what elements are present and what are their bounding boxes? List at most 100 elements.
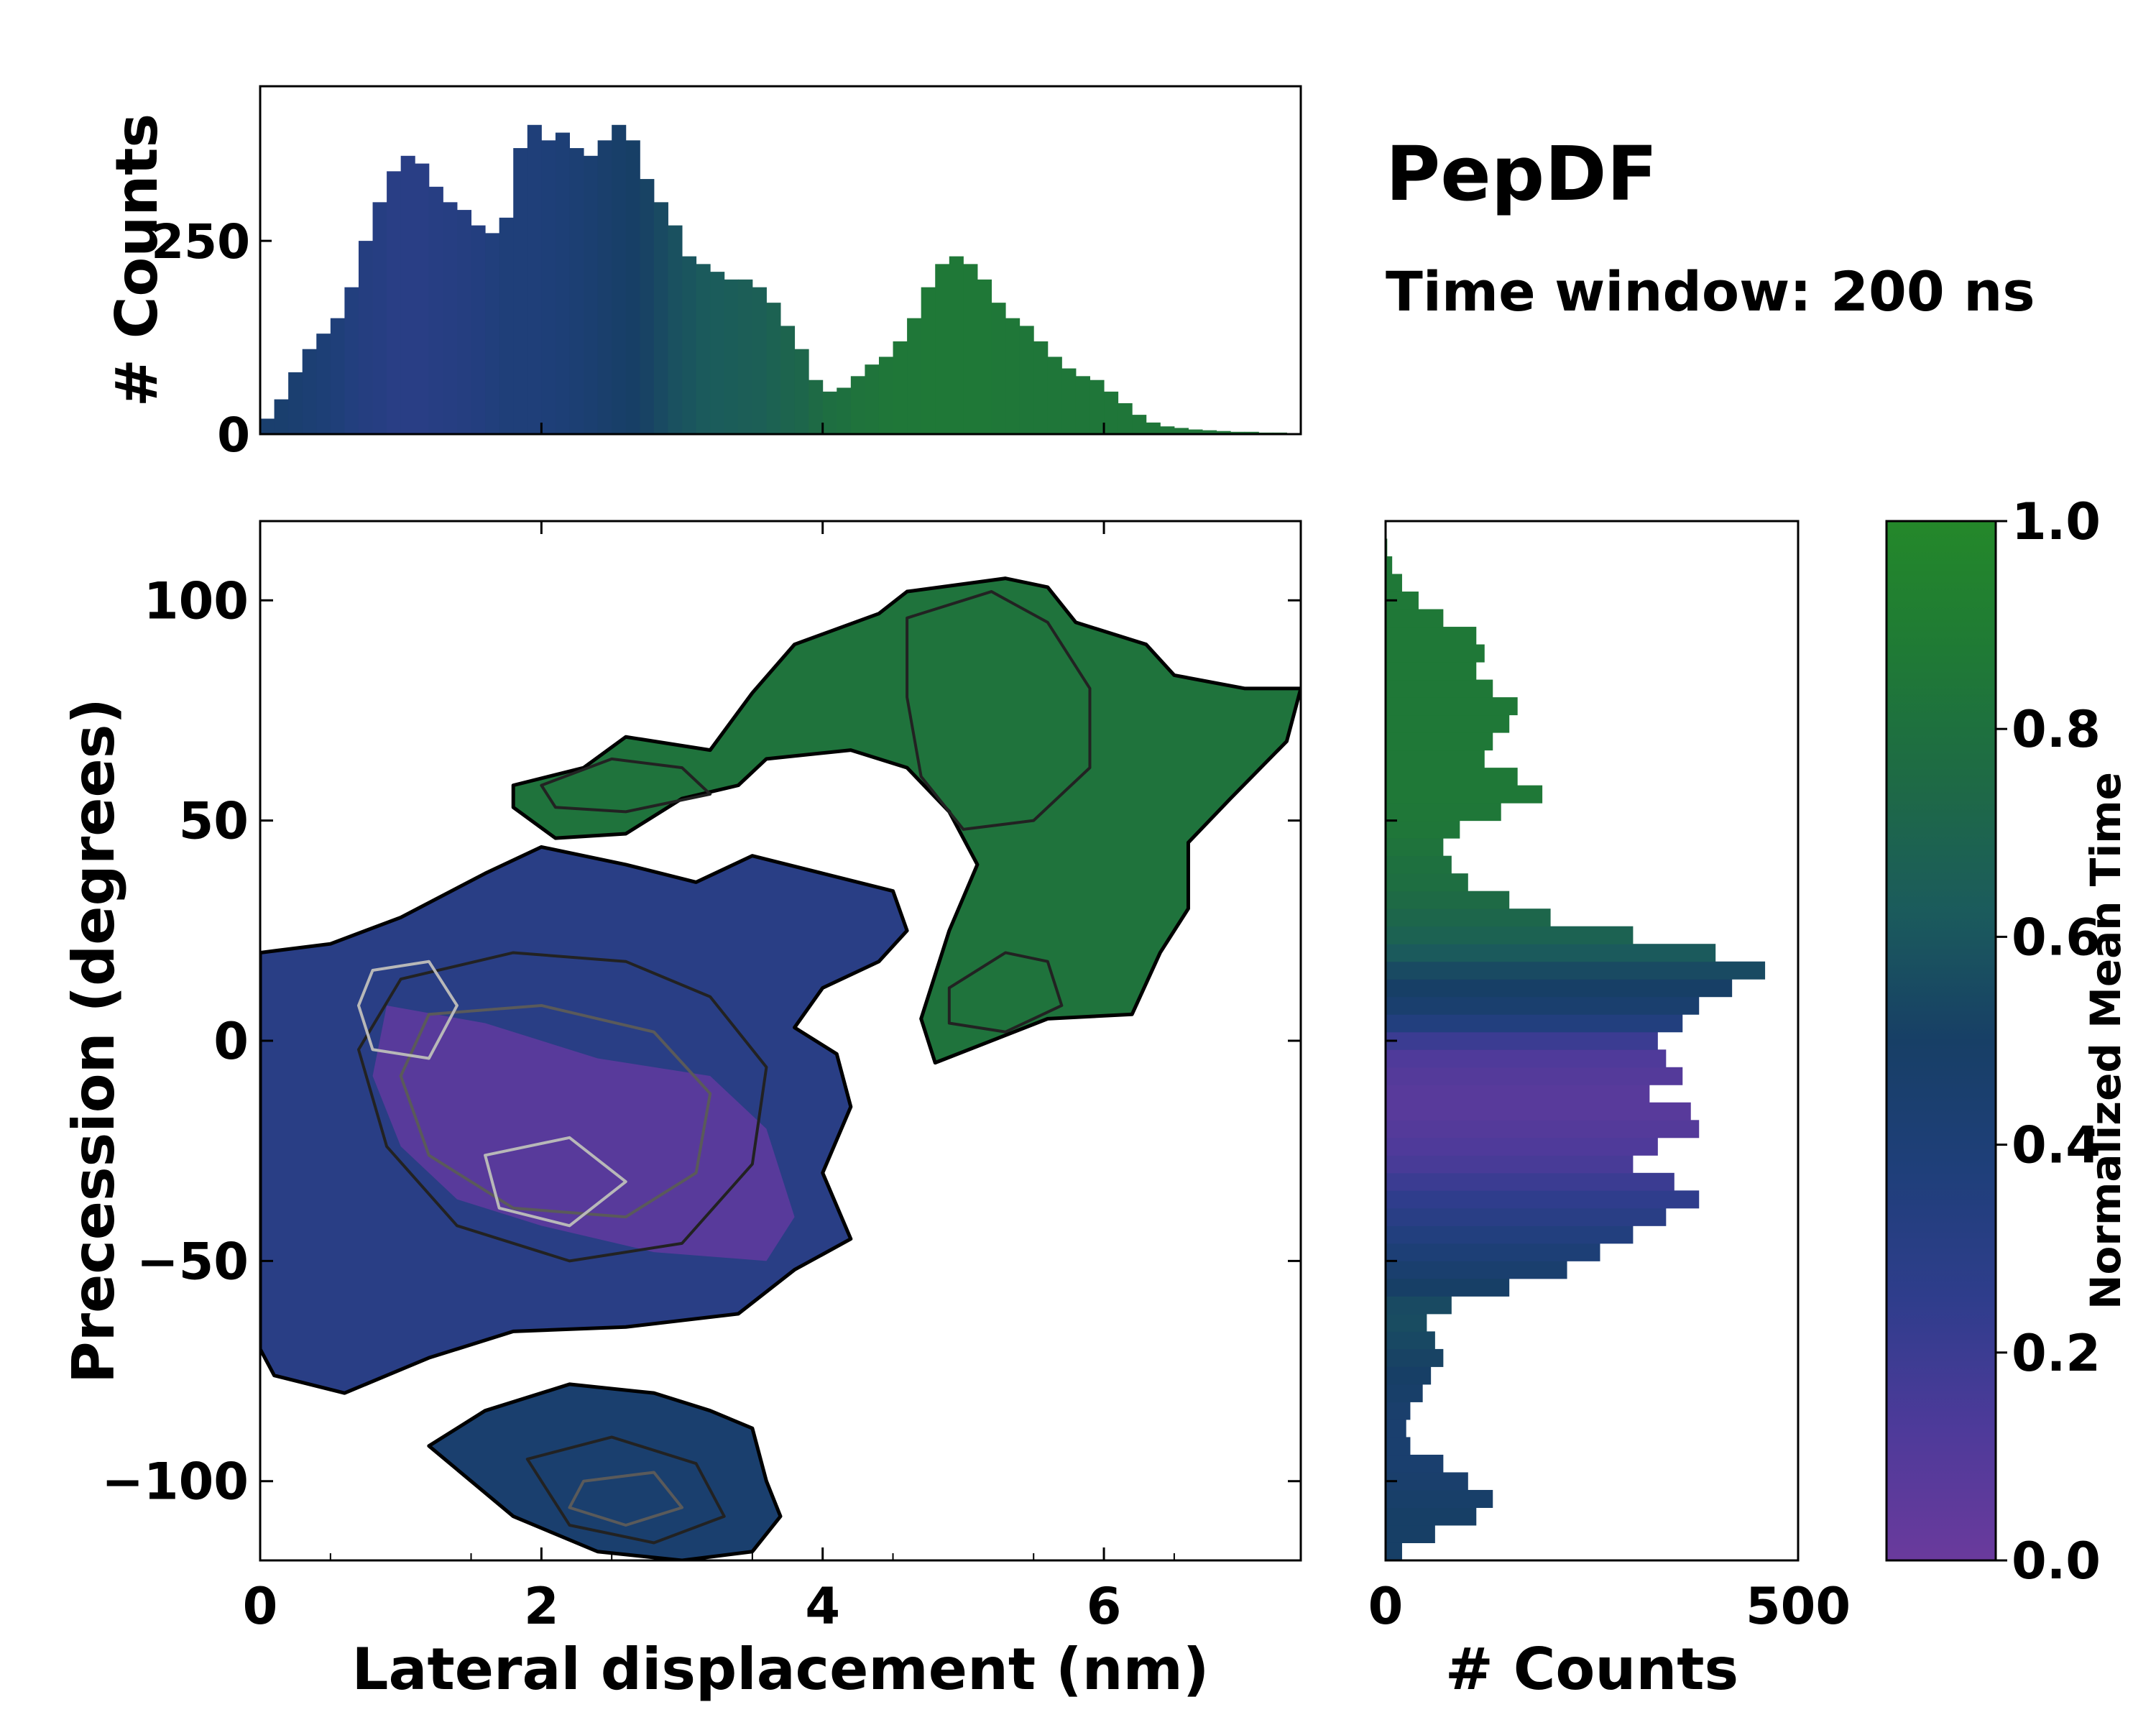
right-hist-bar [1386,1489,1493,1508]
top-ytick-label: 0 [217,408,250,463]
top-hist-bar [372,202,387,434]
top-hist-bar [977,279,992,434]
right-hist-bar [1386,768,1518,786]
top-hist-bar [653,202,668,434]
contour-line-dark [525,1435,726,1545]
top-hist-bar [625,140,640,435]
top-hist-bar [584,155,599,435]
top-hist-bar [865,364,880,434]
top-hist-bar [1075,376,1090,434]
top-hist-bar [935,264,950,434]
right-hist-bar [1386,1085,1650,1103]
heatmap-ylabel: Precession (degrees) [60,698,127,1384]
top-histogram-ylabel: # Counts [103,114,170,407]
top-hist-bar [1160,426,1175,434]
top-hist-bar [400,155,415,435]
top-hist-bar [415,163,430,435]
right-hist-bar [1386,714,1510,733]
heatmap-contours [356,590,1092,1545]
contour-line-light [356,960,459,1060]
top-hist-bar [597,140,612,435]
right-hist-bar [1386,891,1510,909]
top-hist-bar [794,349,809,434]
contour-line-mid [568,1471,684,1527]
top-hist-bar [837,387,852,434]
right-hist-bar [1386,1348,1444,1367]
top-ytick-label: 250 [151,214,250,270]
right-hist-bar [1386,697,1518,716]
top-hist-bar [555,132,570,435]
right-hist-bar [1386,996,1700,1015]
top-hist-bar [541,140,556,435]
right-hist-bar [1386,908,1551,927]
right-hist-bar [1386,1313,1427,1332]
right-hist-bar [1386,873,1468,892]
top-hist-bar [640,179,655,435]
right-histogram-xlabel: # Counts [1445,1636,1738,1703]
right-hist-bar [1386,961,1766,980]
right-hist-bar [1386,1067,1683,1085]
top-hist-bar [456,210,472,434]
right-hist-bar [1386,1014,1683,1033]
right-hist-bar [1386,1190,1700,1209]
colorbar-label: Normalized Mean Time [2081,772,2130,1310]
joint-heatmap: 0 2 4 6 −100 −50 0 50 100 Lateral displacement (… [60,520,1302,1703]
top-hist-bar [513,148,528,435]
right-hist-bar [1386,1454,1444,1473]
right-histogram-ticks: 0 500 [1368,599,1851,1636]
top-hist-bar [344,287,359,434]
top-hist-bar [1146,422,1161,434]
figure-title: PepDF [1386,130,1658,218]
top-hist-bar [443,202,458,434]
heatmap-ytick-label: 100 [144,571,249,630]
top-hist-bar [668,225,683,434]
top-hist-bar [527,124,542,434]
heatmap-region-upper-band [511,576,1301,1065]
top-hist-bar [921,287,936,434]
right-hist-bar [1386,644,1485,663]
right-xtick-label: 500 [1746,1577,1851,1636]
top-hist-bar [485,233,500,434]
right-hist-bar [1386,926,1634,944]
right-hist-bar [1386,1278,1510,1297]
top-histogram: 0 250 # Counts [103,85,1302,463]
heatmap-region-lower-lobe [427,1382,783,1560]
top-hist-bar [387,171,402,435]
top-hist-bar [1005,318,1021,434]
colorbar-tick-label: 0.8 [2012,700,2101,759]
top-hist-bar [330,318,345,434]
top-hist-bar [1118,402,1133,434]
heatmap-xtick-label: 6 [1087,1577,1122,1636]
right-histogram-bars [1386,521,1766,1561]
right-hist-bar [1386,1296,1452,1315]
top-hist-bar [1202,430,1217,434]
top-hist-bar [752,287,767,434]
contour-line-dark [906,590,1092,831]
top-hist-bar [682,256,697,434]
right-hist-bar [1386,574,1402,592]
top-hist-bar [302,349,317,434]
right-hist-bar [1386,1542,1402,1561]
right-xtick-label: 0 [1368,1577,1404,1636]
top-hist-bar [1061,368,1077,434]
top-hist-bar [1019,326,1034,434]
top-hist-bar [1033,341,1049,434]
heatmap-xtick-label: 4 [805,1577,840,1636]
right-hist-bar [1386,979,1733,998]
right-hist-bar [1386,820,1460,839]
colorbar-tick-label: 1.0 [2012,492,2101,551]
colorbar-gradient-rect [1886,521,1996,1560]
right-hist-bar [1386,1225,1634,1244]
right-hist-bar [1386,1208,1667,1226]
top-hist-bar [724,279,739,434]
top-hist-bar [710,272,725,434]
top-hist-bar [1104,391,1119,434]
right-hist-bar [1386,1155,1634,1174]
top-hist-bar [907,318,922,434]
colorbar-tick-label: 0.6 [2012,908,2101,967]
right-hist-bar [1386,732,1493,751]
right-hist-bar [1386,679,1493,698]
right-hist-bar [1386,1472,1468,1491]
top-hist-bar [260,418,275,434]
